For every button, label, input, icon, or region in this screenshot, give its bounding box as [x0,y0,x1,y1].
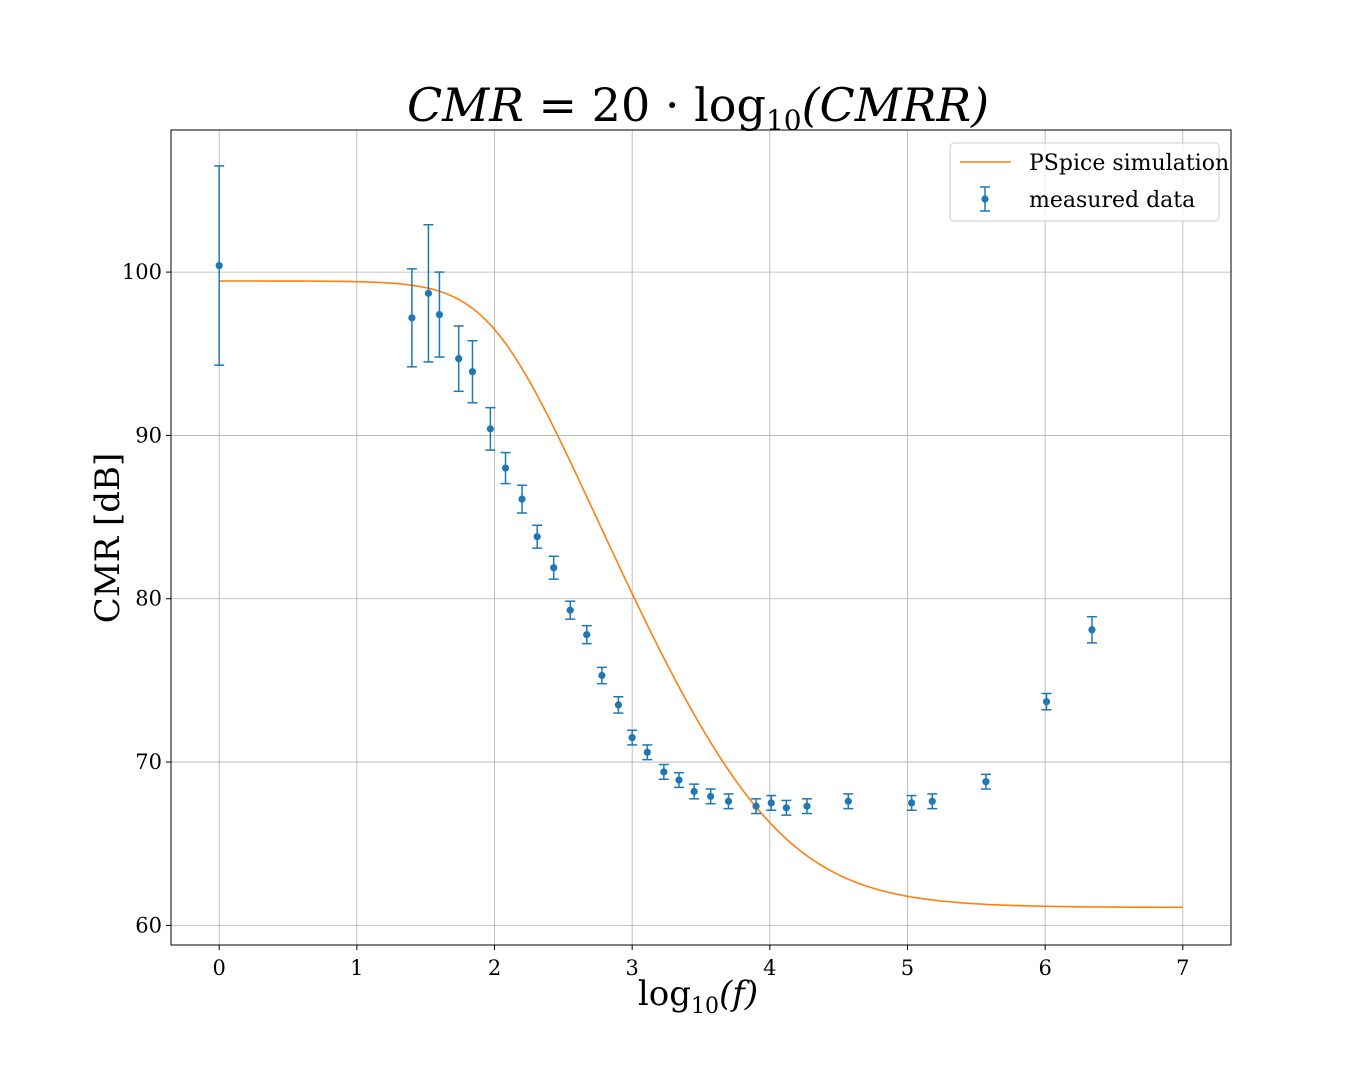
measured-point [532,524,543,549]
measured-point [781,799,792,816]
legend-measured-label: measured data [1029,188,1195,213]
data-marker [690,787,698,796]
measured-point [517,484,528,514]
legend: PSpice simulation measured data [949,142,1229,222]
measured-point [766,794,777,812]
x-tick-label: 5 [901,956,914,980]
data-marker [518,495,526,503]
data-marker [928,797,936,805]
data-marker [215,261,223,270]
measured-point [1086,615,1097,644]
legend-simulation-label: PSpice simulation [1029,151,1229,176]
y-axis-title: CMR [dB] [88,453,128,624]
data-marker [908,799,916,807]
data-marker [614,701,623,709]
measured-point [802,798,812,815]
data-marker [408,314,416,322]
measured-series [214,165,1097,816]
data-marker [501,464,510,472]
x-tick-label: 4 [763,956,776,980]
data-marker [782,804,790,812]
data-marker [583,631,591,639]
measured-point [565,600,576,620]
x-axis-title: log10(f) [638,974,758,1019]
data-marker [424,289,433,297]
data-marker [803,802,811,810]
data-marker [767,799,775,807]
y-tick-label: 100 [122,260,162,284]
grid-lines [171,130,1231,945]
y-tick-label: 60 [135,913,162,937]
measured-point [673,771,684,789]
x-tick-label: 1 [350,956,363,980]
data-marker [982,778,990,786]
x-tick-label: 6 [1038,956,1051,980]
measured-point [434,271,445,358]
data-marker [844,797,852,805]
x-axis-ticks: 0 1 2 3 4 5 6 7 [212,945,1190,980]
data-marker [643,748,651,756]
data-marker [1088,626,1096,634]
data-marker [724,797,733,805]
data-marker [660,768,668,776]
measured-point [927,793,938,810]
y-tick-label: 90 [135,423,162,447]
measured-point [423,223,434,363]
data-marker [533,533,541,541]
x-tick-label: 7 [1176,956,1189,980]
measured-point [214,165,225,366]
plot-frame [170,129,1232,946]
measured-point [627,729,638,746]
chart-title: CMR = 20 · log10(CMRR) [407,78,989,137]
data-marker [435,310,444,319]
measured-point [658,763,669,780]
measured-point [723,793,734,810]
data-marker [675,776,683,784]
y-tick-label: 80 [135,587,162,611]
data-marker [628,733,636,742]
measured-point [406,268,417,368]
measured-point [705,788,716,805]
data-marker [486,425,494,433]
simulation-line [219,280,1183,909]
measured-point [642,744,653,761]
measured-point [596,666,607,685]
measured-point [453,325,464,393]
data-marker [550,564,558,572]
legend-box [949,142,1220,222]
measured-point [906,794,917,812]
y-tick-label: 70 [135,750,162,774]
data-marker [566,606,574,614]
measured-point [500,451,511,485]
measured-point [548,555,559,580]
measured-point [980,773,991,790]
x-tick-label: 3 [625,956,638,980]
measured-point [485,406,496,451]
measured-point [467,339,478,404]
data-marker [707,792,715,800]
data-marker [468,368,477,376]
measured-point [581,624,592,645]
data-marker [1042,698,1051,706]
data-marker [752,802,760,810]
x-tick-label: 2 [488,956,501,980]
y-axis-ticks: 60 70 80 90 100 [122,260,171,937]
legend-measured-marker [981,195,989,203]
data-marker [455,355,463,363]
measured-point [1041,692,1052,711]
x-tick-label: 0 [212,956,225,980]
measured-point [613,695,624,714]
measured-point [751,798,762,815]
measured-point [843,793,854,810]
data-marker [598,671,606,680]
simulation-series [219,280,1183,909]
measured-point [689,783,700,800]
